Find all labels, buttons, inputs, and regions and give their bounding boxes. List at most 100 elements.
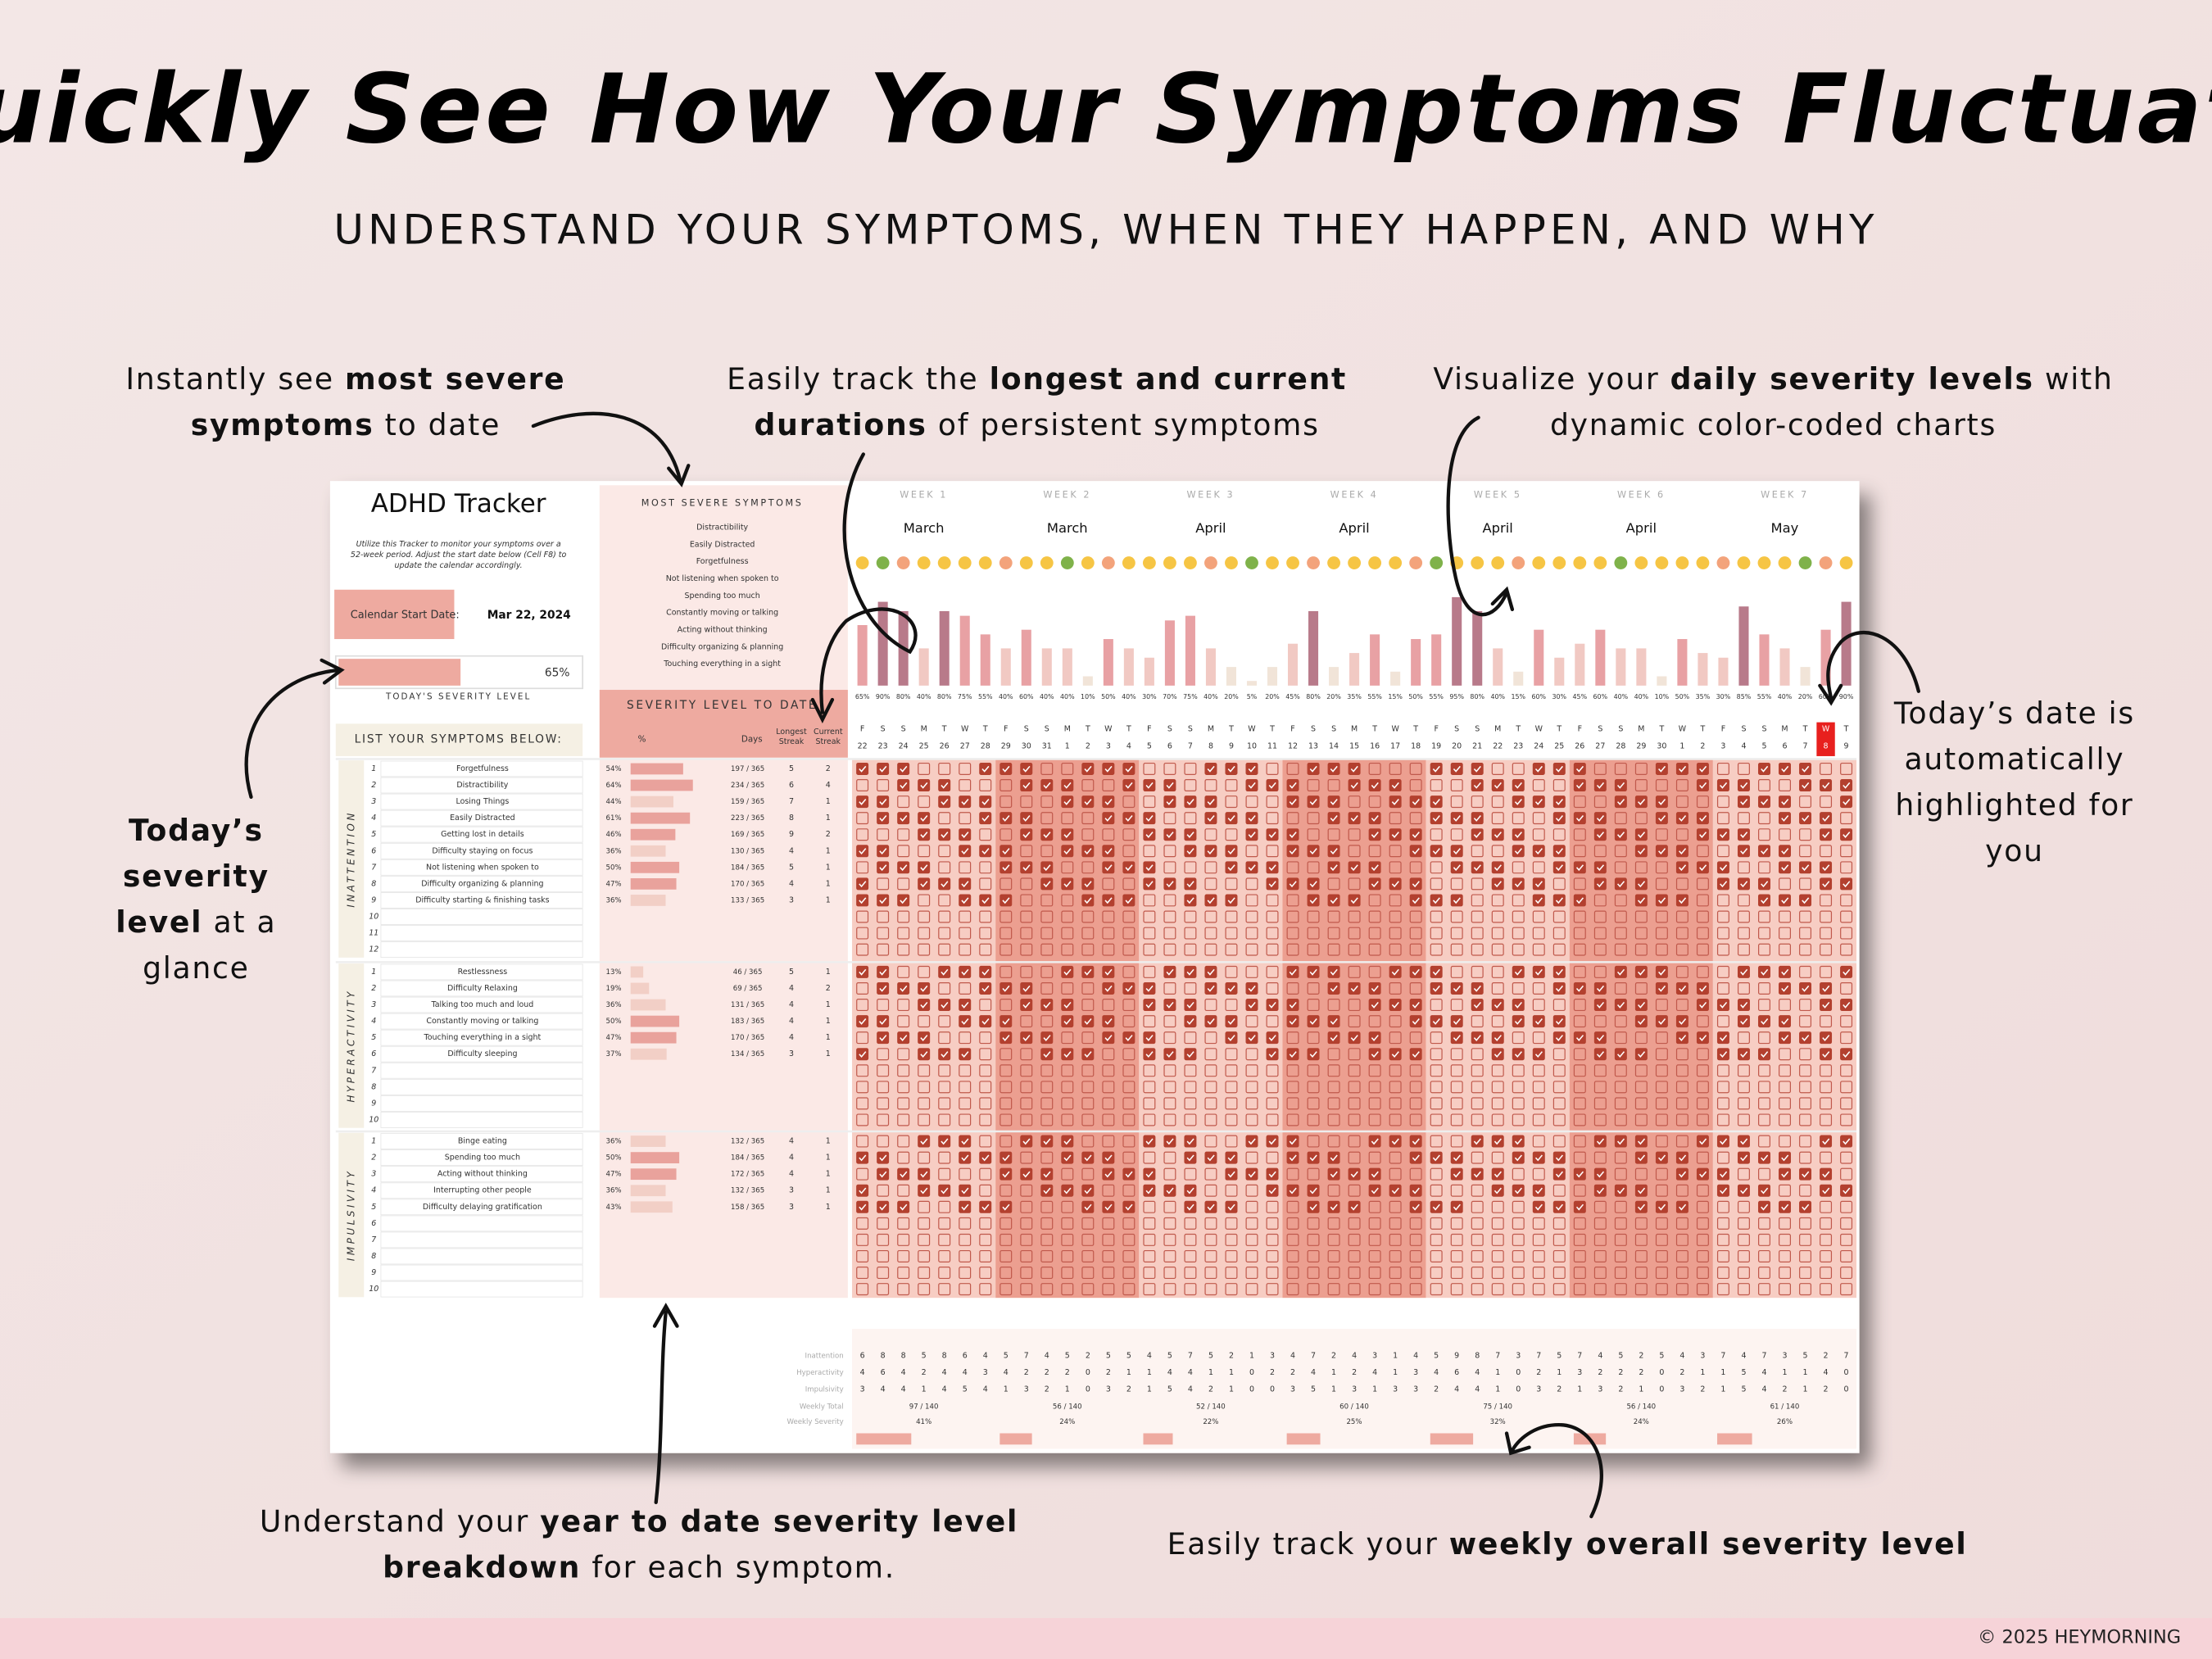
annotation-line: durations of persistent symptoms [755,407,1320,442]
checkbox [1122,894,1135,907]
checkmark [1186,798,1194,805]
checkbox [1266,796,1279,809]
checkmark [1596,1001,1605,1009]
day-letter: T [941,725,947,734]
checkmark [1740,1051,1748,1058]
checkbox [1040,1064,1054,1077]
day-number: 25 [919,741,929,750]
checkbox [1716,1135,1729,1148]
checkbox [959,894,972,907]
checkbox [1266,1184,1279,1197]
checkbox [918,943,931,956]
summary-value: 1 [1372,1385,1377,1394]
checkbox [959,1283,972,1296]
checkbox [1184,877,1197,891]
checkbox [1634,828,1648,841]
pct-bar [630,1201,673,1213]
day-letter: S [1045,725,1049,734]
checkmark [1843,968,1851,976]
day-number: 25 [1554,741,1564,750]
checkbox [1552,1167,1566,1181]
day-number: 1 [1679,741,1684,750]
checkbox [1614,910,1627,923]
mood-emoji [978,556,992,569]
checkbox [1163,877,1176,891]
checkmark [1330,1171,1338,1178]
checkbox [877,1184,890,1197]
checkbox [1040,1135,1054,1148]
row-cell [380,1133,583,1149]
summary-value: 5 [963,1385,968,1394]
summary-value: 5 [1126,1351,1131,1360]
checkbox [1081,1113,1095,1126]
checkmark [1638,848,1646,855]
checkbox [1552,1113,1566,1126]
checkbox [1737,1184,1750,1197]
checkbox [1491,812,1504,825]
checkbox [1245,965,1258,978]
checkbox [1368,1097,1381,1110]
checkbox [1225,1267,1238,1280]
day-letter: T [1843,725,1849,734]
checkbox [1348,1135,1361,1148]
checkbox [1245,1064,1258,1077]
row-number: 8 [371,879,376,888]
checkbox [1491,779,1504,792]
row-cell [380,793,583,810]
checkbox [1184,1267,1197,1280]
summary-value: 1 [1720,1385,1725,1394]
checkbox [1184,1184,1197,1197]
checkbox [1779,1283,1792,1296]
checkbox [1512,845,1525,858]
checkbox [1286,999,1299,1012]
checkbox [1327,1283,1340,1296]
mood-emoji [958,556,972,569]
checkbox [1737,927,1750,940]
checkbox [938,894,951,907]
checkbox [1348,796,1361,809]
checkbox [1716,1233,1729,1246]
checkbox [856,1283,869,1296]
checkbox [1491,1200,1504,1213]
checkbox [1245,894,1258,907]
checkbox [1327,1048,1340,1061]
checkbox [1820,999,1833,1012]
checkbox [1430,1283,1443,1296]
row-cell [380,1166,583,1183]
checkmark [1371,1171,1379,1178]
checkbox [1758,1249,1770,1262]
checkbox [1327,1167,1340,1181]
checkbox [1163,1064,1176,1077]
checkmark [1391,782,1399,789]
summary-value: 5 [1741,1385,1746,1394]
daily-severity-bar [1246,681,1258,686]
checkbox [1122,943,1135,956]
checkmark [1781,897,1789,904]
checkbox [1634,1249,1648,1262]
pct-bar [630,796,673,808]
checkmark [1453,1203,1461,1211]
checkbox [1327,779,1340,792]
checkbox [979,1113,992,1126]
checkbox [1450,1031,1463,1045]
summary-value: 4 [983,1351,988,1360]
checkbox [1593,1048,1607,1061]
summary-value: 3 [1413,1368,1418,1377]
daily-severity-bar [1534,629,1544,686]
checkmark [1658,1203,1666,1211]
checkbox [1675,1081,1688,1094]
checkmark [1534,1018,1543,1025]
days-count: 234 / 365 [731,782,764,790]
checkbox [1348,1167,1361,1181]
checkbox [877,927,890,940]
checkbox [1389,812,1402,825]
daily-severity-bar [1205,648,1216,686]
mood-emoji [1757,556,1771,569]
checkbox [1840,965,1853,978]
checkbox [1307,1184,1320,1197]
mood-emoji [1122,556,1135,569]
checkbox [1655,796,1668,809]
checkbox [1307,845,1320,858]
checkmark [1781,1203,1789,1211]
summary-value: 4 [1352,1351,1357,1360]
